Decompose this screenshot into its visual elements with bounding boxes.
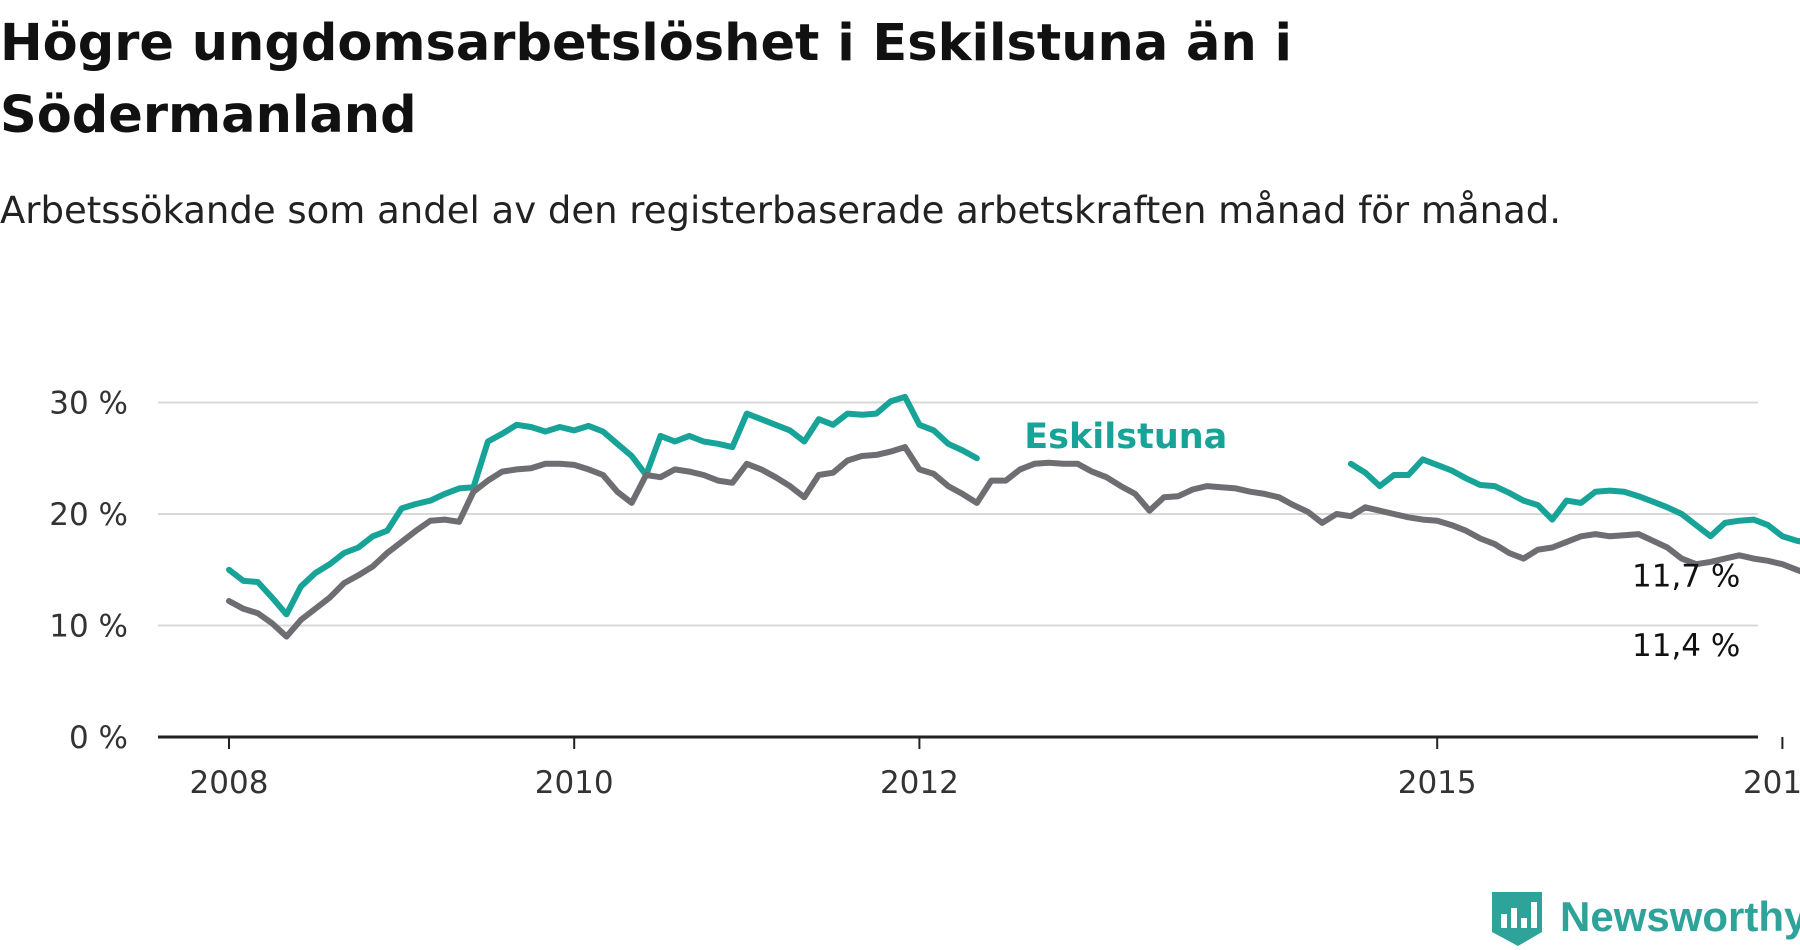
eskilstuna-end-label: 11,7 % (1632, 559, 1740, 595)
y-tick-label: 30 % (49, 386, 128, 422)
eskilstuna-line (226, 393, 980, 618)
chart-title: Högre ungdomsarbetslöshet i Eskilstuna ä… (0, 14, 1292, 145)
series-lines (226, 393, 1800, 640)
sodermanland-end-label: 11,4 % (1632, 628, 1740, 664)
eskilstuna-line (1347, 456, 1800, 545)
y-tick-label: 20 % (49, 497, 128, 533)
newsworthy-logo-icon (1492, 892, 1542, 946)
series-labels: 11,7 %11,4 %EskilstunaSödermanland (1020, 413, 1740, 664)
x-tick-label: 2017 (1743, 765, 1800, 801)
eskilstuna-series-label: Eskilstuna (1024, 417, 1227, 457)
newsworthy-brand-name: Newsworthy (1560, 893, 1800, 940)
y-axis-ticks: 0 % 10 % 20 % 30 % (49, 386, 128, 757)
x-axis-ticks: 20082010201220152017202020222024 (190, 737, 1800, 801)
x-tick-label: 2008 (190, 765, 269, 801)
x-tick-label: 2012 (880, 765, 959, 801)
y-tick-label: 0 % (69, 720, 128, 756)
chart-subtitle: Arbetssökande som andel av den registerb… (0, 189, 1561, 232)
sdermanland-line (226, 444, 1800, 640)
x-tick-label: 2010 (535, 765, 614, 801)
x-tick-label: 2015 (1398, 765, 1477, 801)
y-tick-label: 10 % (49, 609, 128, 645)
gridlines (158, 401, 1758, 739)
